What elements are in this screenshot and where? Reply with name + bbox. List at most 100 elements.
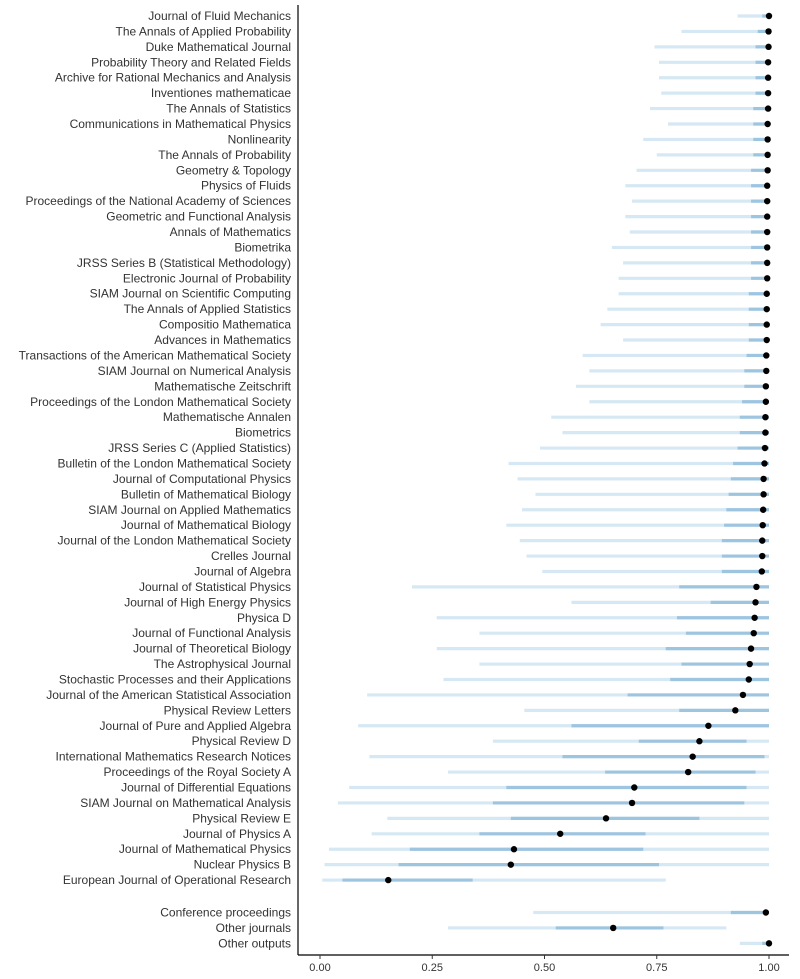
point-estimate [746,660,753,668]
point-estimate [761,444,769,452]
category-label: Annals of Mathematics [170,225,291,239]
category-label: Proceedings of the Royal Society A [104,765,291,779]
category-label: Biometrics [235,426,291,440]
category-label: JRSS Series C (Applied Statistics) [108,441,291,455]
point-estimate [557,830,564,837]
point-estimate [762,398,770,405]
category-label: JRSS Series B (Statistical Methodology) [77,256,291,270]
point-estimate [764,228,771,236]
point-estimate [628,799,636,807]
point-estimate [765,28,772,35]
category-label: Duke Mathematical Journal [146,40,291,54]
category-label: Geometry & Topology [176,163,291,177]
point-estimate [762,383,770,390]
category-label: Other journals [216,921,291,935]
category-label: Journal of High Energy Physics [124,595,291,609]
category-label: Conference proceedings [160,906,291,920]
category-label: Journal of the American Statistical Asso… [46,688,291,702]
point-estimate [764,197,771,205]
point-estimate [689,753,696,760]
point-estimate [759,552,766,560]
point-estimate [764,120,771,128]
category-label: Crelles Journal [211,549,291,563]
category-label: SIAM Journal on Applied Mathematics [88,503,291,517]
point-estimate [765,940,773,947]
category-label: SIAM Journal on Mathematical Analysis [80,796,291,810]
point-estimate [753,583,760,591]
point-estimate [747,645,755,652]
point-estimate [759,521,766,529]
category-label: Journal of Functional Analysis [132,626,291,640]
point-estimate [764,136,771,143]
x-tick-label: 1.00 [758,962,779,974]
category-label: Electronic Journal of Probability [123,271,291,285]
category-label: The Annals of Statistics [166,102,291,116]
category-label: Journal of Computational Physics [113,472,291,486]
point-estimate [758,568,766,575]
category-label: Inventiones mathematicae [151,86,291,100]
category-label: Physical Review E [192,811,291,825]
category-label: Nonlinearity [228,132,291,146]
point-estimate [761,460,768,467]
x-tick-label: 0.25 [422,962,443,974]
point-estimate [765,12,773,20]
point-estimate [507,861,515,868]
point-estimate [764,74,772,81]
point-estimate [510,846,518,853]
point-estimate [760,475,767,483]
point-estimate [764,167,771,174]
point-estimate [745,676,752,683]
category-label: Journal of Mathematical Biology [121,518,291,532]
x-tick-label: 0.50 [534,962,555,974]
point-estimate [763,352,770,359]
point-estimate [385,876,392,884]
point-estimate [765,43,772,51]
point-estimate [762,429,769,436]
category-label: Other outputs [218,936,291,950]
point-estimate [763,367,770,375]
category-label: Probability Theory and Related Fields [91,55,291,69]
point-estimate [752,599,759,606]
point-estimate [759,506,767,513]
point-estimate [684,768,692,776]
category-label: Advances in Mathematics [154,333,291,347]
category-label: Nuclear Physics B [194,858,291,872]
category-label: Proceedings of the National Academy of S… [26,194,292,208]
category-label: The Annals of Applied Probability [116,24,291,38]
category-label: Physics of Fluids [201,179,291,193]
category-label: Journal of Physics A [183,827,291,841]
point-estimate [762,413,769,421]
point-estimate [764,89,772,97]
point-estimate [764,182,771,189]
point-estimate [763,321,770,328]
point-estimate [763,290,770,297]
category-label: Mathematische Annalen [163,410,291,424]
category-label: Physical Review Letters [164,703,291,717]
point-estimate [762,909,770,916]
point-estimate [751,614,758,621]
point-estimate [602,815,610,822]
category-label: International Mathematics Research Notic… [56,750,291,764]
category-label: Journal of Algebra [194,564,291,578]
category-label: Journal of Pure and Applied Algebra [100,719,292,733]
category-label: Bulletin of Mathematical Biology [121,487,291,501]
category-label: Stochastic Processes and their Applicati… [59,672,291,686]
category-label: Physica D [237,611,291,625]
point-estimate [760,491,767,498]
point-estimate [764,213,771,220]
category-label: Compositio Mathematica [159,318,291,332]
point-estimate [631,784,638,791]
category-label: Journal of Mathematical Physics [119,842,291,856]
point-estimate [696,738,703,745]
category-label: SIAM Journal on Numerical Analysis [98,364,291,378]
category-label: Transactions of the American Mathematica… [19,348,291,362]
point-estimate [763,305,770,313]
category-label: European Journal of Operational Research [63,873,291,887]
point-estimate [764,244,771,251]
category-label: Geometric and Functional Analysis [106,210,291,224]
x-tick-label: 0.75 [646,962,667,974]
point-estimate [764,259,771,267]
category-label: Journal of Differential Equations [121,781,291,795]
point-estimate [750,630,757,637]
point-estimate [764,59,772,66]
